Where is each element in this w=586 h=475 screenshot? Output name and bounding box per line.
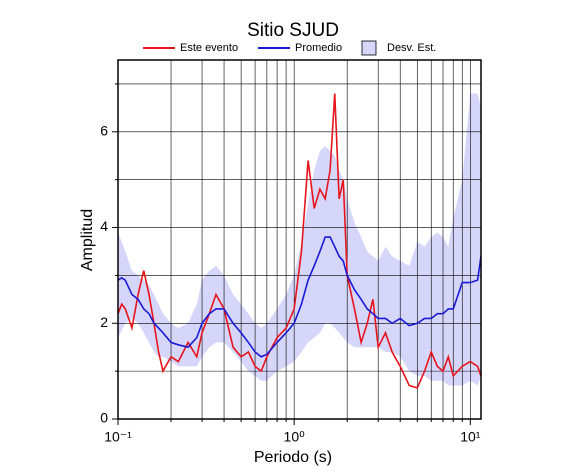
chart-title: Sitio SJUD: [247, 20, 339, 41]
legend-label: Promedio: [295, 42, 342, 54]
x-tick-label: 10⁰: [284, 429, 306, 445]
x-axis-label: Periodo (s): [254, 449, 332, 466]
y-tick-label: 0: [100, 410, 108, 426]
plot-frame: [117, 59, 482, 420]
x-tick-label: 10⁻¹: [104, 429, 132, 445]
y-tick-label: 4: [100, 218, 108, 234]
legend-label: Este evento: [180, 42, 238, 54]
legend-swatch: [361, 40, 377, 56]
y-tick-label: 2: [100, 314, 108, 330]
series-line: [117, 93, 482, 389]
y-axis-label: Amplitud: [79, 209, 96, 271]
legend-label: Desv. Est.: [387, 42, 436, 54]
x-tick-label: 10¹: [460, 429, 481, 445]
std-band: [118, 93, 481, 386]
y-tick-label: 6: [100, 123, 108, 139]
series-line: [117, 236, 482, 358]
